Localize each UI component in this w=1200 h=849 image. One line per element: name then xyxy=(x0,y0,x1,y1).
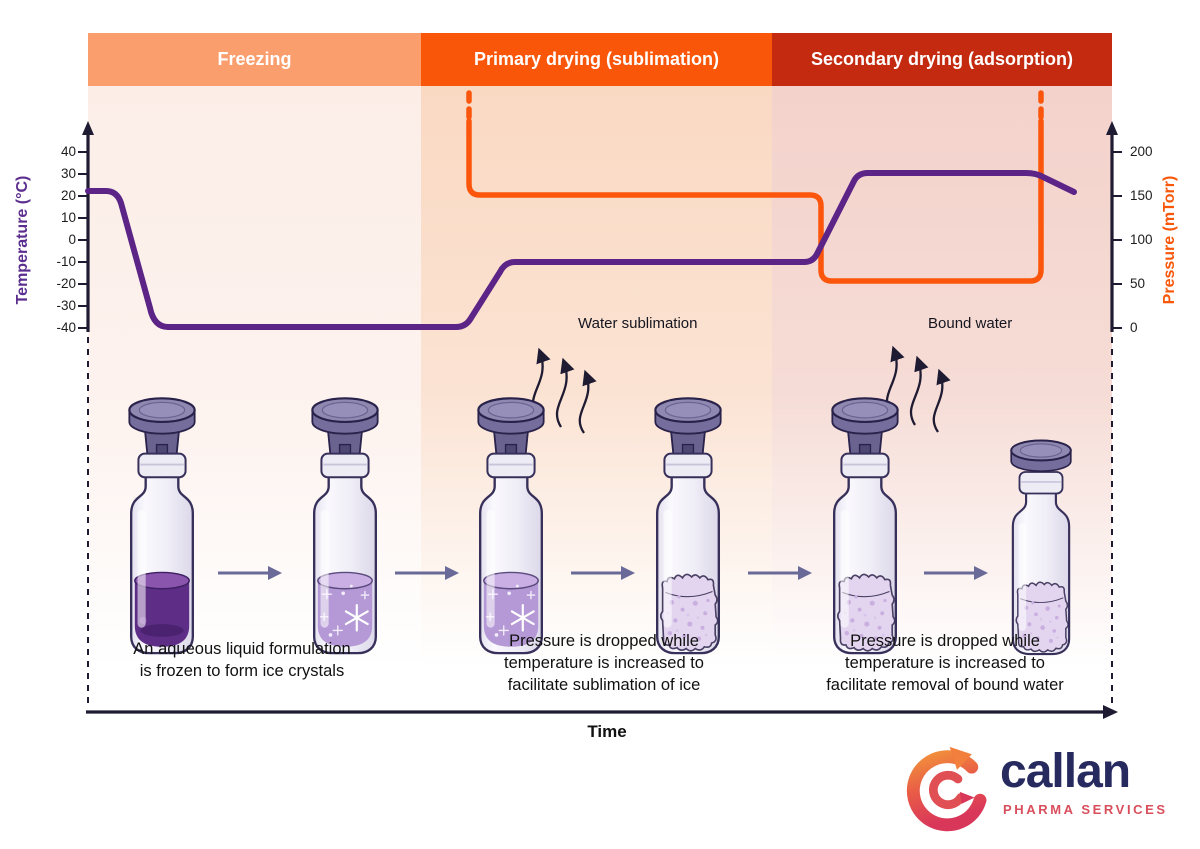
temperature-axis-title: Temperature (°C) xyxy=(14,175,31,305)
freezing-caption: An aqueous liquid formulation is frozen … xyxy=(92,639,392,683)
vial-cake-desorbing xyxy=(831,397,899,655)
temp-tick-m10: -10 xyxy=(56,254,76,269)
primary-drying-caption: Pressure is dropped while temperature is… xyxy=(454,631,754,697)
step-arrow-1 xyxy=(216,564,284,582)
caption-line: Pressure is dropped while xyxy=(850,632,1040,650)
brand-name: callan xyxy=(1000,745,1131,798)
water-sublimation-label: Water sublimation xyxy=(578,315,698,332)
step-arrow-4 xyxy=(746,564,814,582)
step-arrow-5 xyxy=(922,564,990,582)
temp-tick-20: 20 xyxy=(60,188,76,203)
caption-line: facilitate removal of bound water xyxy=(826,675,1064,694)
caption-line: facilitate sublimation of ice xyxy=(507,675,701,694)
press-tick-150: 150 xyxy=(1130,188,1153,203)
vial-dried-cake xyxy=(654,397,722,655)
press-tick-0: 0 xyxy=(1130,320,1138,335)
press-tick-50: 50 xyxy=(1130,276,1146,291)
temp-tick-m30: -30 xyxy=(56,298,76,313)
caption-line: temperature is increased to xyxy=(845,653,1045,672)
brand-tagline: PHARMA SERVICES xyxy=(1003,802,1168,817)
company-logo: callan PHARMA SERVICES xyxy=(900,742,1180,842)
caption-line: An aqueous liquid formulation xyxy=(133,640,351,658)
step-arrow-2 xyxy=(393,564,461,582)
secondary-drying-caption: Pressure is dropped while temperature is… xyxy=(788,631,1102,697)
caption-line: is frozen to form ice crystals xyxy=(139,661,345,680)
step-arrow-3 xyxy=(569,564,637,582)
phase-band-freezing: Freezing xyxy=(88,33,421,86)
temp-tick-0: 0 xyxy=(68,232,76,247)
vial-liquid xyxy=(128,397,196,655)
time-axis xyxy=(86,705,1118,719)
bound-water-label: Bound water xyxy=(928,315,1013,332)
temp-tick-30: 30 xyxy=(60,166,76,181)
phase-band-secondary-drying: Secondary drying (adsorption) xyxy=(772,33,1112,86)
press-tick-200: 200 xyxy=(1130,144,1153,159)
vial-frozen xyxy=(311,397,379,655)
press-tick-100: 100 xyxy=(1130,232,1153,247)
pressure-axis-title: Pressure (mTorr) xyxy=(1161,175,1178,305)
time-axis-title: Time xyxy=(587,722,627,741)
temp-tick-m40: -40 xyxy=(56,320,76,335)
temp-tick-10: 10 xyxy=(60,210,76,225)
temp-tick-m20: -20 xyxy=(56,276,76,291)
caption-line: Pressure is dropped while xyxy=(509,632,699,650)
vial-frozen-subliming xyxy=(477,397,545,655)
vial-sealed-final xyxy=(1010,439,1072,656)
caption-line: temperature is increased to xyxy=(504,653,704,672)
fox-icon xyxy=(906,746,987,832)
phase-band-primary-drying: Primary drying (sublimation) xyxy=(421,33,772,86)
temp-tick-40: 40 xyxy=(60,144,76,159)
